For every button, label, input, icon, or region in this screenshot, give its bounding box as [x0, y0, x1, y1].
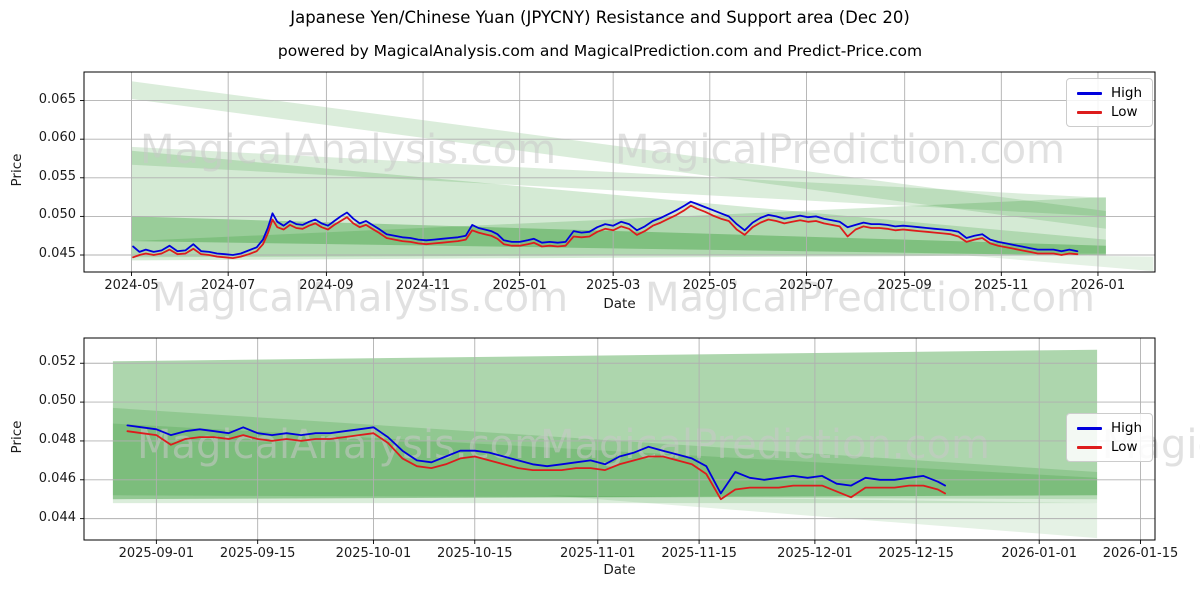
watermark-layer: MagicalAnalysis.com MagicalPrediction.com… [137, 127, 1200, 468]
top-chart-grid-layer [80, 72, 1155, 276]
y-tick-label: 0.045 [38, 246, 76, 261]
x-tick-label: 2025-07 [779, 278, 834, 293]
low-line [126, 430, 946, 501]
watermark-text: MagicalAnalysis.com [140, 127, 556, 173]
x-tick-label: 2025-05 [682, 278, 737, 293]
x-tick-label: 2025-10-01 [335, 546, 412, 561]
x-tick-label: 2025-11-15 [661, 546, 737, 561]
high-line-swatch [1077, 91, 1102, 95]
legend-label-high: High [1111, 420, 1143, 436]
y-tick-label: 0.065 [38, 91, 76, 107]
x-tick-label: 2025-11-01 [560, 546, 636, 561]
y-tick-label: 0.050 [38, 393, 76, 409]
support-resistance-band [112, 349, 1098, 500]
watermark-text: MagicalAnalysis.com [152, 275, 568, 321]
low-line-swatch [1077, 445, 1102, 449]
x-tick-label: 2024-11 [395, 278, 451, 293]
watermark-text: MagicalPrediction.com [645, 275, 1095, 321]
x-tick-label: 2025-11 [974, 278, 1029, 293]
legend-label-low: Low [1111, 439, 1138, 455]
high-line [132, 200, 1079, 256]
y-axis-label-top: Price [9, 153, 25, 187]
bottom-chart-frame [83, 337, 1156, 541]
x-tick-label: 2024-05 [104, 278, 159, 293]
bottom-chart-series-layer [126, 424, 946, 501]
low-line-swatch [1077, 110, 1102, 114]
x-axis-label-top: Date [603, 296, 636, 312]
top-chart-frame [83, 71, 1156, 273]
y-tick-label: 0.050 [38, 207, 76, 223]
top-chart-bands-layer [131, 81, 1154, 272]
x-tick-label: 2025-09-15 [219, 546, 296, 561]
y-tick-label: 0.060 [38, 130, 76, 146]
y-tick-label: 0.044 [38, 509, 76, 525]
y-tick-label: 0.052 [38, 354, 76, 370]
x-tick-label: 2025-12-15 [878, 546, 954, 561]
y-tick-label: 0.048 [38, 431, 76, 447]
legend-entry-high: High [1077, 85, 1142, 101]
y-axis-label-bottom: Price [9, 420, 25, 454]
legend-entry-high: High [1077, 420, 1142, 436]
legend-entry-low: Low [1077, 104, 1142, 120]
legend-label-high: High [1111, 85, 1143, 101]
x-tick-label: 2026-01-15 [1102, 546, 1179, 561]
low-line [132, 204, 1079, 260]
support-resistance-band [952, 254, 1154, 272]
legend-bottom-chart: High Low [1066, 413, 1154, 462]
x-tick-label: 2025-10-15 [436, 546, 513, 561]
plot-frame [83, 71, 1156, 273]
y-tick-label: 0.055 [38, 168, 76, 184]
plot-frame [83, 337, 1156, 541]
x-tick-label: 2026-01 [1070, 278, 1126, 293]
support-resistance-band [547, 495, 1098, 539]
x-tick-label: 2025-09-01 [118, 546, 195, 561]
x-tick-label: 2024-07 [201, 278, 256, 293]
x-tick-label: 2026-01-01 [1001, 546, 1077, 561]
watermark-text: MagicalPrediction.com [615, 127, 1065, 173]
high-line [126, 424, 946, 495]
x-tick-label: 2024-09 [299, 278, 354, 293]
support-resistance-band [131, 81, 1106, 229]
figure-subtitle: powered by MagicalAnalysis.com and Magic… [277, 42, 923, 60]
legend-entry-low: Low [1077, 439, 1142, 455]
top-chart-series-layer [132, 200, 1079, 260]
x-tick-label: 2025-01 [492, 278, 547, 293]
x-tick-label: 2025-03 [585, 278, 641, 293]
x-tick-label: 2025-12-01 [777, 546, 853, 561]
watermark-text: MagicalPrediction.com [540, 422, 990, 468]
legend-top-chart: High Low [1066, 78, 1154, 127]
support-resistance-band [131, 146, 1106, 217]
x-tick-label: 2025-09 [877, 278, 932, 293]
support-resistance-band [112, 407, 1098, 500]
y-tick-label: 0.046 [38, 470, 76, 486]
x-axis-label-bottom: Date [603, 562, 636, 578]
high-line-swatch [1077, 426, 1102, 430]
figure-title: Japanese Yen/Chinese Yuan (JPYCNY) Resis… [290, 8, 910, 27]
legend-label-low: Low [1111, 104, 1138, 120]
